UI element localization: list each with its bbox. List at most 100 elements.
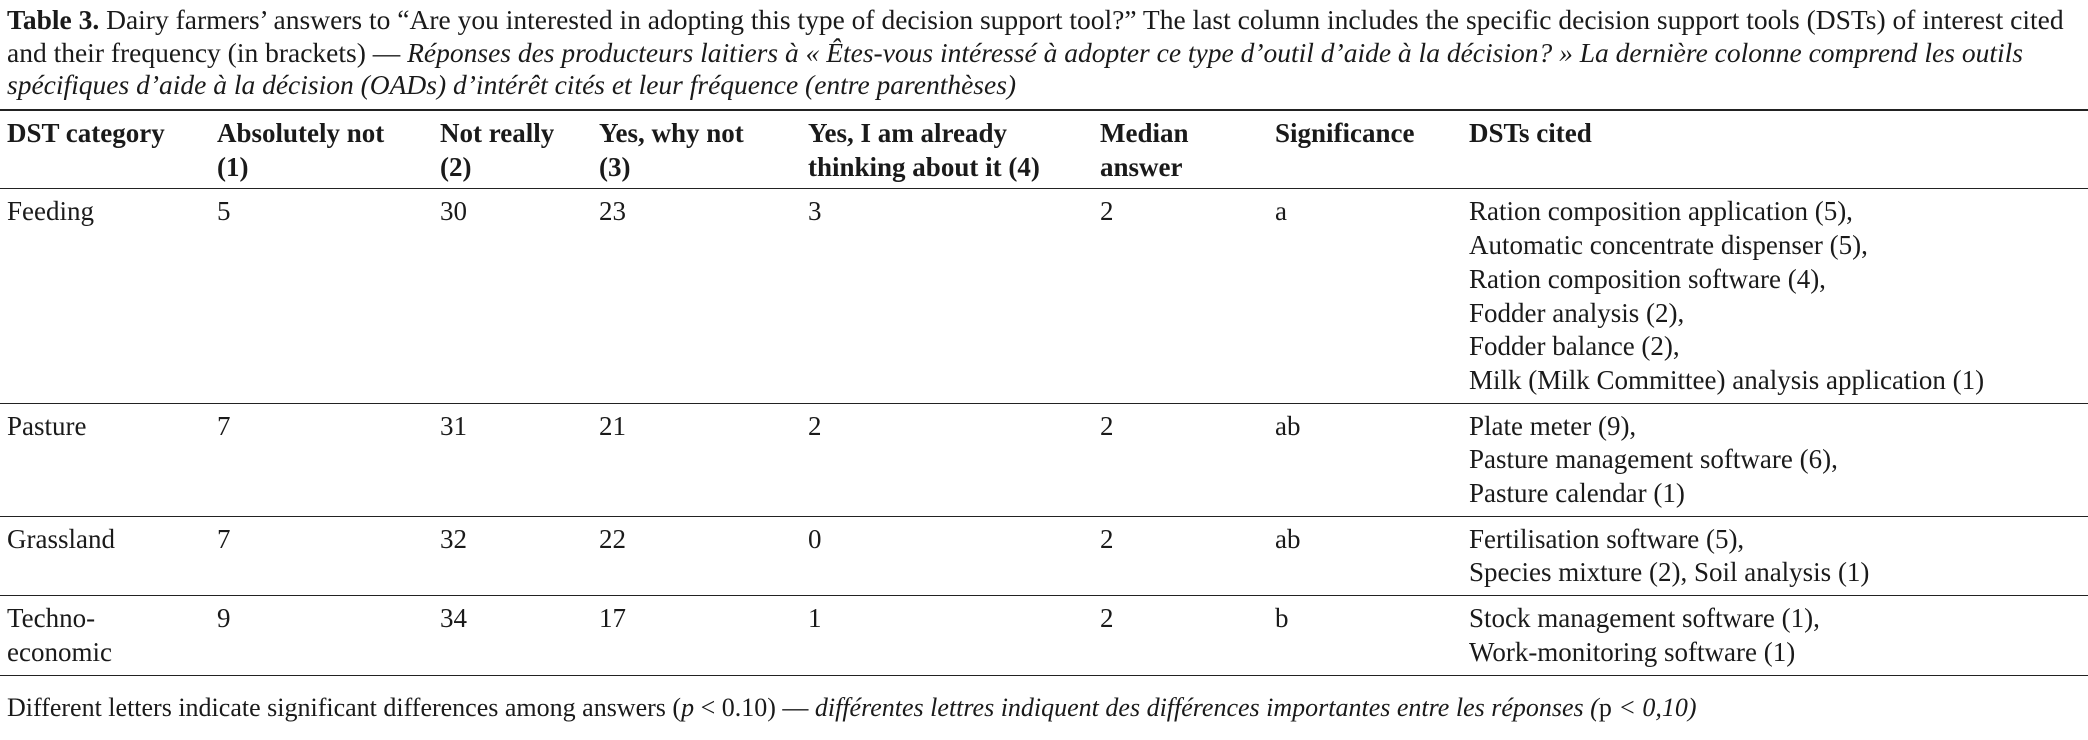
table-cell: Pasture (0, 403, 210, 516)
cell-text: a (1275, 196, 1287, 227)
footnote: Different letters indicate significant d… (7, 692, 1697, 724)
cell-text: Ration composition software (4), (1469, 263, 1826, 294)
table-cell: 23 (592, 189, 801, 403)
table-row: Grassland 7 32 22 0 2 ab Fertilisation software… (0, 516, 2088, 596)
table-cell: 0 (801, 516, 1093, 595)
cell-text: Pasture calendar (1) (1469, 478, 1685, 509)
cell-text: 22 (599, 523, 626, 554)
cell-text: 32 (440, 523, 467, 554)
caption-label: Table 3. (7, 4, 100, 35)
header-text: (2) (440, 151, 472, 182)
header-text: DST category (7, 118, 165, 148)
table-header: DST category Absolutely not (1) Not really(… (0, 110, 2088, 189)
header-cell: Significance (1268, 110, 1462, 189)
cell-text: 21 (599, 410, 626, 441)
table-cell: Plate meter (9), Pasture management softw… (1462, 403, 2088, 516)
header-cell: DST category (0, 110, 210, 189)
table-cell: 5 (210, 189, 433, 403)
table-cell: 7 (210, 516, 433, 595)
table-cell: Stock management software (1), Work-monit… (1462, 596, 2088, 675)
header-text: Median (1100, 118, 1189, 148)
table-cell: 7 (210, 403, 433, 516)
cell-text: 2 (1100, 410, 1114, 441)
cell-text: Milk (Milk Committee) analysis applicati… (1469, 364, 1985, 395)
table-row: Feeding 5 30 23 3 2 a Ration composition applic… (0, 189, 2088, 404)
cell-text: 3 (808, 196, 822, 227)
cell-text: 7 (217, 410, 231, 441)
table-cell: Feeding (0, 189, 210, 403)
caption-text: Dairy farmers’ answers to “Are you inter… (7, 4, 2064, 68)
cell-text: 2 (808, 410, 822, 441)
header-cell: Median answer (1093, 110, 1268, 189)
cell-text: 7 (217, 523, 231, 554)
table-cell: a (1268, 189, 1462, 403)
cell-text: 2 (1100, 196, 1114, 227)
table-cell: 3 (801, 189, 1093, 403)
cell-text: Techno- (7, 603, 96, 634)
cell-text: 2 (1100, 523, 1114, 554)
cell-text: b (1275, 603, 1289, 634)
cell-text: 0 (808, 523, 822, 554)
table-row: Pasture 7 31 21 2 2 ab Plate meter (9), Pasture … (0, 403, 2088, 517)
table-cell: b (1268, 596, 1462, 675)
header-cell: Absolutely not (1) (210, 110, 433, 189)
footnote-p: p (681, 693, 695, 722)
cell-text: Fodder analysis (2), (1469, 297, 1685, 328)
table-cell: Fertilisation software (5), Species mixtu… (1462, 516, 2088, 595)
header-text: Not really (440, 118, 555, 148)
cell-text: Species mixture (2), Soil analysis (1) (1469, 557, 1870, 588)
header-text: Yes, why not (599, 118, 744, 148)
footnote-text: < 0.10) — (694, 693, 815, 722)
cell-text: 34 (440, 603, 467, 634)
cell-text: Ration composition application (5), (1469, 196, 1853, 227)
header-cell: Yes, I am already thinking about it (4) (801, 110, 1093, 189)
cell-text: 31 (440, 410, 467, 441)
cell-text: 30 (440, 196, 467, 227)
cell-text: Pasture (7, 410, 87, 441)
cell-text: Automatic concentrate dispenser (5), (1469, 230, 1868, 261)
table-cell: 2 (1093, 596, 1268, 675)
cell-text: Feeding (7, 196, 94, 227)
table-cell: 21 (592, 403, 801, 516)
header-text: Yes, I am already (808, 118, 1007, 148)
footnote-text-fr: différentes lettres indiquent des différ… (814, 693, 1599, 722)
footnote-text-fr: < 0,10) (1611, 693, 1697, 722)
table-cell: 17 (592, 596, 801, 675)
table-body: Feeding 5 30 23 3 2 a Ration composition applic… (0, 189, 2088, 676)
footnote-p: p (1598, 693, 1612, 722)
header-cell: Yes, why not (3) (592, 110, 801, 189)
cell-text: Fertilisation software (5), (1469, 523, 1745, 554)
cell-text: Fodder balance (2), (1469, 331, 1680, 362)
cell-text: 17 (599, 603, 626, 634)
header-row: DST category Absolutely not (1) Not really(… (0, 110, 2088, 189)
header-text: Absolutely not (217, 118, 385, 148)
cell-text: Plate meter (9), (1469, 410, 1637, 441)
header-text: answer (1100, 151, 1183, 182)
table-cell: 9 (210, 596, 433, 675)
table-cell: 22 (592, 516, 801, 595)
table-cell: 31 (433, 403, 592, 516)
table-cell: Ration composition application (5), Autom… (1462, 189, 2088, 403)
table-cell: 34 (433, 596, 592, 675)
header-cell: Not really (2) (433, 110, 592, 189)
header-text: thinking about it (4) (808, 151, 1040, 182)
header-cell: DSTs cited (1462, 110, 2088, 189)
cell-text: 9 (217, 603, 231, 634)
table-cell: 1 (801, 596, 1093, 675)
table-cell: 32 (433, 516, 592, 595)
cell-text: 2 (1100, 603, 1114, 634)
cell-text: 5 (217, 196, 231, 227)
table-cell: ab (1268, 403, 1462, 516)
table-cell: ab (1268, 516, 1462, 595)
header-text: DSTs cited (1469, 118, 1592, 148)
cell-text: ab (1275, 410, 1301, 441)
table-cell: 2 (1093, 189, 1268, 403)
table-cell: Grassland (0, 516, 210, 595)
cell-text: economic (7, 636, 112, 667)
caption-text-fr: Réponses des producteurs laitiers à « Êt… (7, 36, 2023, 101)
header-text: (3) (599, 151, 631, 182)
table-row: Techno-economic 9 34 17 1 2 b Stock management … (0, 596, 2088, 676)
footnote-text: Different letters indicate significant d… (7, 693, 682, 722)
cell-text: Work-monitoring software (1) (1469, 636, 1796, 667)
